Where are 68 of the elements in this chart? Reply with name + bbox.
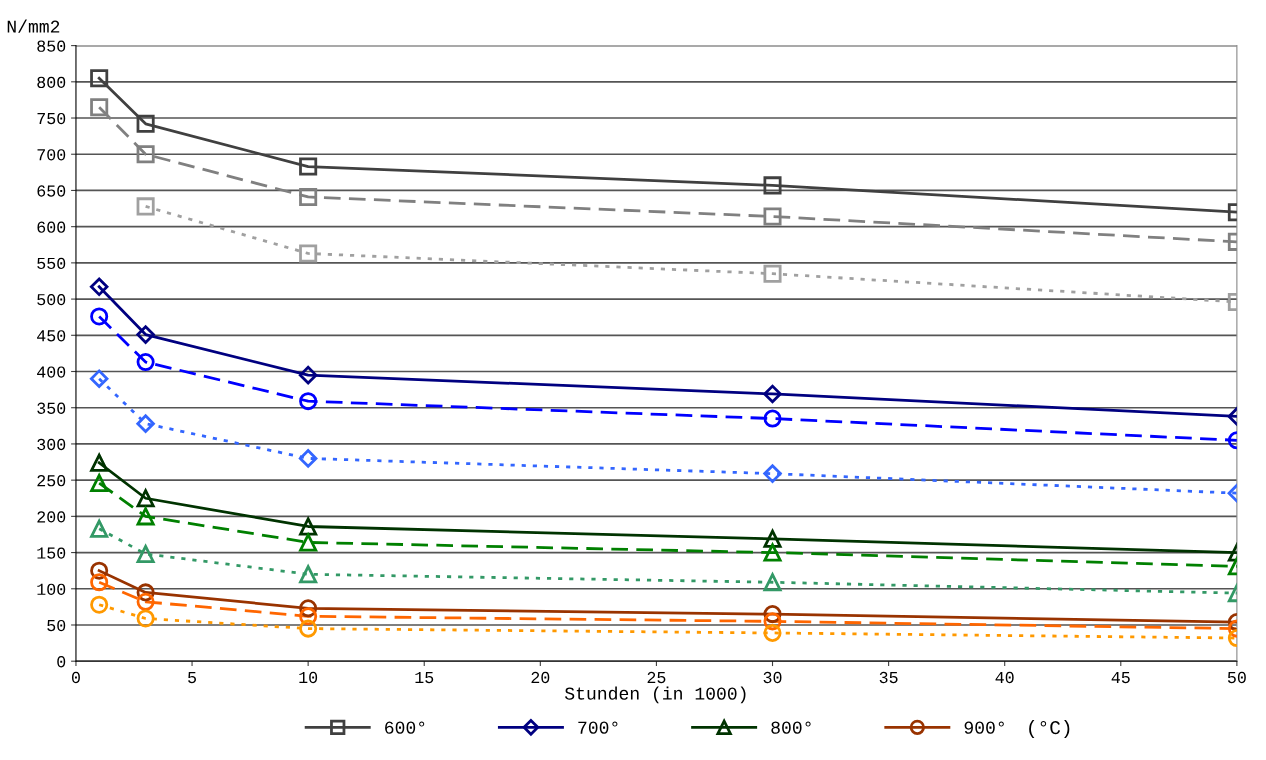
point <box>299 392 318 411</box>
point <box>136 489 155 508</box>
y-tick-label: 500 <box>37 293 66 306</box>
y-tick-label: 0 <box>57 656 66 668</box>
y-tick-label: 150 <box>37 547 66 559</box>
point <box>136 544 155 564</box>
y-tick-label: 300 <box>37 438 66 451</box>
point <box>136 414 155 433</box>
y-tick-label: 200 <box>37 511 66 523</box>
point <box>299 619 318 638</box>
legend-label: 600° <box>385 721 425 734</box>
point <box>136 609 155 628</box>
y-tick-label: 250 <box>37 475 66 487</box>
y-tick-label: 650 <box>37 185 66 197</box>
x-tick-label: 20 <box>531 671 550 684</box>
point <box>89 369 109 388</box>
y-tick-label: 350 <box>37 402 66 414</box>
y-tick-label: 800 <box>37 76 66 89</box>
y-tick-label: 450 <box>37 330 66 342</box>
point <box>136 325 155 344</box>
point <box>90 519 109 538</box>
x-tick-label: 30 <box>763 671 782 684</box>
y-axis-title: N/mm2 <box>7 19 60 33</box>
point <box>136 145 155 164</box>
point <box>299 607 318 626</box>
point <box>299 187 318 206</box>
point <box>90 453 109 472</box>
x-tick-label: 50 <box>1227 671 1246 684</box>
legend-title: (°C) <box>1029 719 1070 739</box>
point <box>298 449 318 468</box>
point <box>90 595 109 614</box>
y-tick-label: 100 <box>37 583 66 595</box>
point <box>299 157 318 176</box>
x-tick-label: 35 <box>879 671 898 684</box>
point <box>299 517 318 536</box>
x-tick-label: 25 <box>647 671 666 684</box>
point <box>299 244 318 263</box>
point <box>136 353 155 372</box>
x-tick-label: 15 <box>415 672 434 684</box>
point <box>299 565 318 584</box>
x-tick-label: 10 <box>299 671 318 684</box>
y-tick-label: 750 <box>37 112 66 125</box>
x-axis-title: Stunden (in 1000) <box>565 686 746 704</box>
point <box>298 365 318 385</box>
y-tick-label: 600 <box>37 221 66 233</box>
legend-label: 700° <box>578 721 618 734</box>
point <box>90 573 109 592</box>
x-tick-label: 40 <box>995 671 1014 684</box>
point <box>136 114 155 133</box>
point <box>89 277 109 297</box>
point <box>90 98 109 117</box>
point <box>136 507 155 526</box>
point <box>136 592 155 611</box>
point <box>299 533 318 552</box>
point <box>90 69 109 88</box>
point <box>90 307 109 326</box>
x-tick-label: 5 <box>188 672 196 684</box>
y-tick-label: 550 <box>37 257 66 270</box>
y-tick-label: 700 <box>37 149 66 161</box>
point <box>136 197 155 216</box>
legend-label: 900° <box>964 721 1004 734</box>
y-tick-label: 400 <box>37 366 66 378</box>
x-tick-label: 0 <box>71 671 80 684</box>
y-tick-label: 50 <box>47 619 66 632</box>
x-tick-label: 45 <box>1111 672 1130 684</box>
legend-label: 800° <box>771 721 811 734</box>
y-tick-label: 850 <box>37 40 66 52</box>
point <box>90 474 109 493</box>
